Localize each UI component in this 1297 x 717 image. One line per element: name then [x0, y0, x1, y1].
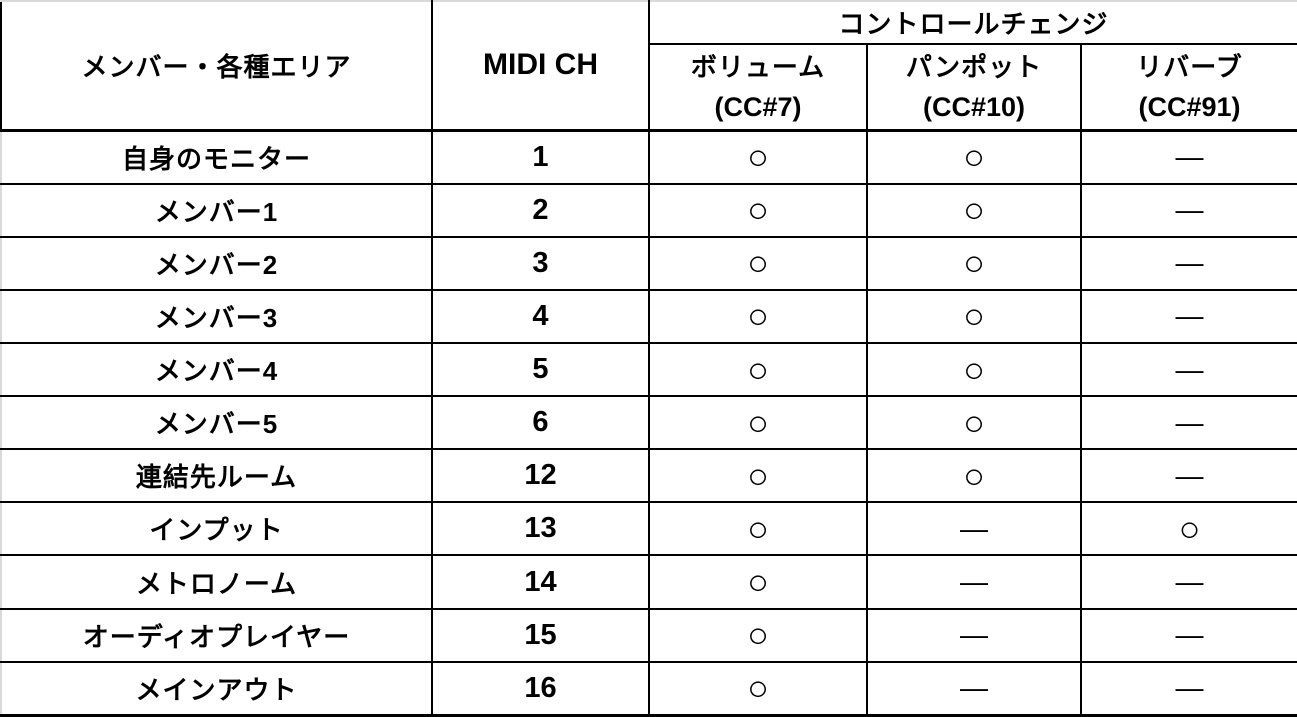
table-header: メンバー・各種エリア MIDI CH コントロールチェンジ ボリューム (CC#…	[0, 0, 1297, 132]
area-cell: メンバー2	[0, 235, 433, 291]
table-row: メンバー2 3 ○ ○ —	[0, 235, 1297, 291]
cc-value-cell: ○	[648, 342, 868, 398]
cc-value-cell: —	[866, 607, 1082, 663]
area-cell: メンバー1	[0, 182, 433, 238]
cc-value-cell: ○	[866, 129, 1082, 185]
cc-value-cell: ○	[866, 235, 1082, 291]
header-subcol-volume: ボリューム (CC#7)	[648, 43, 868, 132]
area-cell: メトロノーム	[0, 554, 433, 610]
area-cell: オーディオプレイヤー	[0, 607, 433, 663]
header-subcol-reverb: リバーブ (CC#91)	[1080, 43, 1297, 132]
cc-value-cell: ○	[866, 448, 1082, 504]
cc-value-cell: ○	[866, 395, 1082, 451]
subcol-reverb-cc: (CC#91)	[1138, 91, 1241, 122]
midi-ch-cell: 1	[431, 129, 650, 185]
cc-value-cell: —	[1080, 395, 1297, 451]
subcol-volume-name: ボリューム	[690, 51, 826, 82]
table-row: メインアウト 16 ○ — —	[0, 660, 1297, 717]
table-row: オーディオプレイヤー 15 ○ — —	[0, 607, 1297, 663]
midi-ch-cell: 14	[431, 554, 650, 610]
cc-value-cell: ○	[648, 660, 868, 717]
cc-value-cell: —	[866, 554, 1082, 610]
cc-value-cell: —	[866, 501, 1082, 557]
table-row: メンバー4 5 ○ ○ —	[0, 342, 1297, 398]
table-row: メンバー1 2 ○ ○ —	[0, 182, 1297, 238]
cc-value-cell: —	[866, 660, 1082, 717]
cc-value-cell: ○	[648, 501, 868, 557]
table-row: メンバー3 4 ○ ○ —	[0, 288, 1297, 345]
table-row: メンバー5 6 ○ ○ —	[0, 395, 1297, 451]
header-row-group: メンバー・各種エリア MIDI CH コントロールチェンジ	[0, 0, 1297, 132]
cc-value-cell: —	[1080, 288, 1297, 345]
cc-value-cell: —	[1080, 448, 1297, 504]
subcol-panpot-cc: (CC#10)	[922, 91, 1026, 122]
cc-value-cell: —	[1080, 660, 1297, 717]
midi-ch-cell: 16	[431, 660, 650, 717]
subcol-panpot-name: パンポット	[905, 51, 1043, 82]
table-row: 連結先ルーム 12 ○ ○ —	[0, 448, 1297, 504]
subcol-reverb-name: リバーブ	[1136, 51, 1243, 82]
area-cell: メインアウト	[0, 660, 433, 717]
header-control-change-group: コントロールチェンジ	[648, 0, 1297, 45]
cc-value-cell: ○	[648, 182, 868, 238]
area-cell: インプット	[0, 501, 433, 557]
cc-value-cell: —	[1080, 554, 1297, 610]
table-row: インプット 13 ○ — ○	[0, 501, 1297, 557]
cc-value-cell: ○	[1080, 501, 1297, 557]
cc-value-cell: ○	[648, 235, 868, 291]
header-midi-ch-column: MIDI CH	[431, 0, 650, 132]
midi-ch-cell: 13	[431, 501, 650, 557]
cc-value-cell: —	[1080, 235, 1297, 291]
cc-value-cell: —	[1080, 607, 1297, 663]
midi-ch-cell: 2	[431, 182, 650, 238]
table-row: 自身のモニター 1 ○ ○ —	[0, 129, 1297, 185]
area-cell: メンバー5	[0, 395, 433, 451]
midi-ch-cell: 6	[431, 395, 650, 451]
midi-ch-cell: 4	[431, 288, 650, 345]
cc-value-cell: —	[1080, 342, 1297, 398]
table-body: 自身のモニター 1 ○ ○ — メンバー1 2 ○ ○ — メンバー2 3 ○ …	[0, 129, 1297, 717]
header-area-column: メンバー・各種エリア	[0, 0, 433, 132]
subcol-volume-cc: (CC#7)	[714, 91, 802, 122]
cc-value-cell: ○	[648, 448, 868, 504]
area-cell: 自身のモニター	[0, 129, 433, 185]
midi-ch-cell: 3	[431, 235, 650, 291]
midi-ch-cell: 15	[431, 607, 650, 663]
header-subcol-panpot: パンポット (CC#10)	[866, 43, 1082, 132]
area-cell: メンバー3	[0, 288, 433, 345]
header-row-subcolumns: ボリューム (CC#7) パンポット (CC#10) リバーブ (CC#91)	[1, 43, 1297, 132]
cc-value-cell: ○	[648, 607, 868, 663]
area-cell: 連結先ルーム	[0, 448, 433, 504]
area-cell: メンバー4	[0, 342, 433, 398]
midi-ch-cell: 5	[431, 342, 650, 398]
cc-value-cell: ○	[866, 288, 1082, 345]
cc-value-cell: —	[1080, 182, 1297, 238]
cc-value-cell: —	[1080, 129, 1297, 185]
table-row: メトロノーム 14 ○ — —	[0, 554, 1297, 610]
cc-value-cell: ○	[648, 129, 868, 185]
midi-ch-cell: 12	[431, 448, 650, 504]
cc-value-cell: ○	[648, 288, 868, 345]
cc-value-cell: ○	[648, 554, 868, 610]
cc-value-cell: ○	[866, 182, 1082, 238]
cc-value-cell: ○	[866, 342, 1082, 398]
cc-value-cell: ○	[648, 395, 868, 451]
